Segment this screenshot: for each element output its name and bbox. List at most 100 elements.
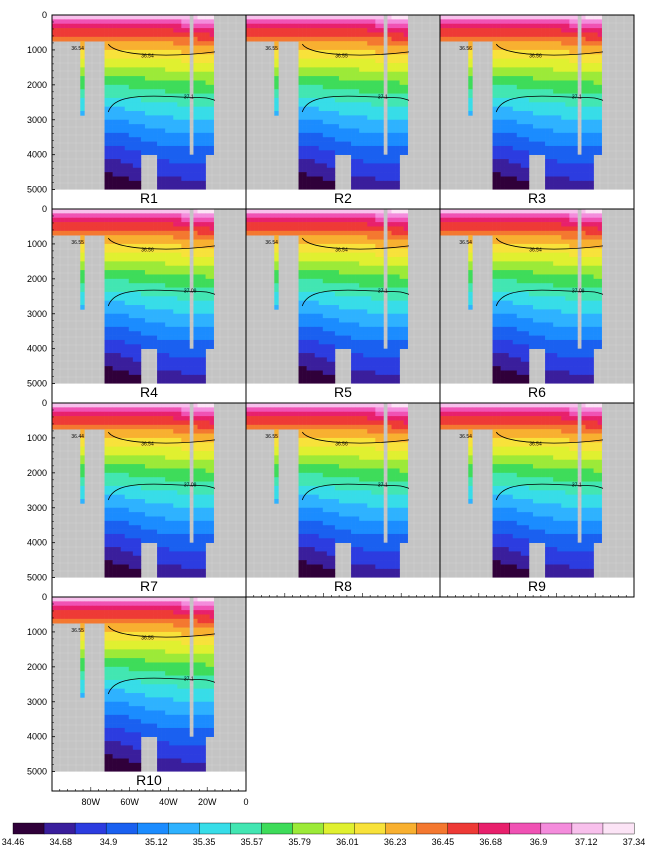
salinity-cell bbox=[496, 176, 501, 182]
salinity-cell bbox=[193, 379, 198, 384]
salinity-cell bbox=[456, 36, 461, 42]
salinity-cell bbox=[444, 19, 449, 25]
salinity-cell bbox=[205, 102, 210, 107]
salinity-cell bbox=[577, 159, 582, 164]
salinity-cell bbox=[314, 28, 320, 33]
salinity-cell bbox=[124, 213, 130, 219]
salinity-cell bbox=[274, 76, 279, 81]
salinity-cell bbox=[104, 226, 109, 232]
salinity-cell bbox=[177, 283, 182, 288]
salinity-cell bbox=[177, 93, 182, 99]
salinity-cell bbox=[351, 213, 356, 219]
salinity-cell bbox=[359, 67, 364, 73]
salinity-cell bbox=[375, 176, 380, 182]
salinity-cell bbox=[403, 111, 408, 116]
salinity-cell bbox=[108, 172, 113, 177]
salinity-cell bbox=[169, 353, 174, 358]
salinity-cell bbox=[157, 145, 162, 151]
salinity-cell bbox=[165, 185, 170, 190]
salinity-cell bbox=[326, 111, 332, 116]
salinity-cell bbox=[524, 185, 530, 190]
salinity-cell bbox=[395, 54, 400, 59]
salinity-cell bbox=[136, 243, 142, 249]
salinity-cell bbox=[136, 102, 142, 107]
salinity-cell bbox=[112, 89, 117, 94]
salinity-cell bbox=[573, 128, 578, 134]
salinity-cell bbox=[314, 45, 320, 51]
salinity-cell bbox=[104, 291, 109, 297]
salinity-cell bbox=[484, 23, 489, 29]
salinity-cell bbox=[197, 326, 202, 332]
salinity-cell bbox=[193, 366, 198, 371]
salinity-cell bbox=[302, 111, 307, 116]
salinity-cell bbox=[124, 296, 130, 301]
salinity-cell bbox=[201, 145, 206, 151]
salinity-cell bbox=[173, 379, 178, 384]
salinity-cell bbox=[165, 159, 170, 164]
salinity-cell bbox=[165, 366, 170, 371]
salinity-cell bbox=[524, 71, 530, 77]
salinity-cell bbox=[298, 185, 303, 190]
salinity-cell bbox=[144, 239, 150, 245]
salinity-cell bbox=[128, 124, 134, 129]
salinity-cell bbox=[169, 137, 174, 142]
salinity-cell bbox=[537, 106, 542, 112]
salinity-cell bbox=[128, 335, 134, 341]
salinity-cell bbox=[403, 15, 408, 20]
salinity-cell bbox=[306, 76, 311, 81]
salinity-cell bbox=[165, 84, 170, 90]
salinity-cell bbox=[193, 176, 198, 182]
salinity-cell bbox=[573, 159, 578, 164]
salinity-cell bbox=[306, 71, 311, 77]
salinity-cell bbox=[585, 115, 590, 121]
salinity-cell bbox=[557, 45, 562, 51]
salinity-cell bbox=[520, 49, 526, 55]
salinity-cell bbox=[472, 36, 477, 42]
salinity-cell bbox=[270, 32, 275, 38]
side-contour-label: 36.55 bbox=[71, 240, 84, 246]
salinity-cell bbox=[120, 41, 126, 46]
salinity-cell bbox=[553, 167, 558, 173]
salinity-cell bbox=[597, 15, 602, 20]
salinity-cell bbox=[310, 141, 316, 147]
salinity-cell bbox=[597, 58, 602, 64]
salinity-cell bbox=[504, 154, 510, 160]
salinity-cell bbox=[553, 84, 558, 90]
salinity-cell bbox=[597, 106, 602, 112]
salinity-cell bbox=[116, 141, 122, 147]
salinity-cell bbox=[120, 32, 126, 38]
salinity-cell bbox=[286, 36, 291, 42]
salinity-cell bbox=[201, 180, 206, 186]
salinity-cell bbox=[569, 41, 574, 46]
salinity-cell bbox=[508, 45, 514, 51]
salinity-cell bbox=[165, 213, 170, 219]
salinity-cell bbox=[136, 366, 142, 371]
salinity-cell bbox=[144, 213, 150, 219]
salinity-cell bbox=[561, 93, 566, 99]
salinity-cell bbox=[262, 209, 267, 214]
salinity-cell bbox=[132, 230, 138, 236]
salinity-cell bbox=[387, 235, 392, 240]
salinity-cell bbox=[246, 23, 251, 29]
salinity-cell bbox=[177, 300, 182, 306]
salinity-cell bbox=[581, 185, 586, 190]
salinity-cell bbox=[456, 28, 461, 33]
salinity-cell bbox=[177, 291, 182, 297]
salinity-cell bbox=[128, 287, 134, 293]
salinity-cell bbox=[355, 15, 360, 20]
salinity-cell bbox=[375, 54, 380, 59]
salinity-cell bbox=[197, 89, 202, 94]
salinity-cell bbox=[149, 222, 154, 227]
salinity-cell bbox=[496, 163, 501, 169]
salinity-cell bbox=[197, 106, 202, 112]
salinity-cell bbox=[347, 28, 352, 33]
salinity-cell bbox=[197, 36, 202, 42]
salinity-cell bbox=[330, 67, 336, 73]
salinity-cell bbox=[132, 19, 138, 25]
salinity-cell bbox=[302, 84, 307, 90]
salinity-cell bbox=[294, 23, 299, 29]
salinity-cell bbox=[524, 106, 530, 112]
salinity-cell bbox=[343, 45, 348, 51]
salinity-cell bbox=[532, 102, 538, 107]
salinity-cell bbox=[169, 357, 174, 363]
